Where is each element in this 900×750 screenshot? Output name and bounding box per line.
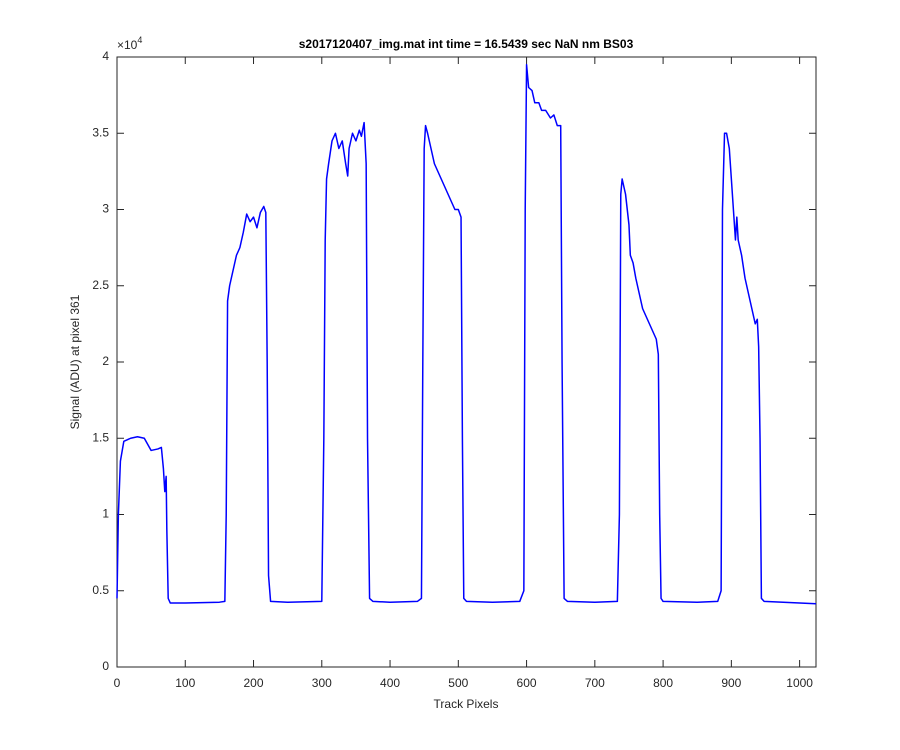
y-tick-label: 2.5 (92, 278, 109, 292)
y-tick-label: 4 (102, 49, 109, 63)
y-tick-label: 1.5 (92, 430, 109, 444)
x-axis-label: Track Pixels (434, 697, 499, 711)
x-tick-label: 700 (585, 676, 605, 690)
y-tick-label: 3 (102, 202, 109, 216)
x-tick-label: 300 (312, 676, 332, 690)
chart-title: s2017120407_img.mat int time = 16.5439 s… (299, 37, 634, 51)
x-tick-label: 1000 (786, 676, 813, 690)
x-tick-label: 900 (721, 676, 741, 690)
x-tick-label: 600 (517, 676, 537, 690)
y-tick-label: 2 (102, 354, 109, 368)
x-tick-label: 800 (653, 676, 673, 690)
y-tick-label: 0.5 (92, 583, 109, 597)
y-multiplier: ×104 (117, 35, 142, 52)
x-tick-label: 0 (114, 676, 121, 690)
x-tick-label: 200 (244, 676, 264, 690)
plot-frame (116, 56, 817, 668)
x-tick-label: 400 (380, 676, 400, 690)
y-multiplier-exponent: 4 (137, 35, 142, 45)
x-tick-label: 500 (448, 676, 468, 690)
y-axis-label: Signal (ADU) at pixel 361 (68, 294, 82, 429)
x-tick-label: 100 (175, 676, 195, 690)
y-tick-label: 1 (102, 507, 109, 521)
y-multiplier-base: ×10 (117, 38, 138, 52)
y-tick-label: 0 (102, 659, 109, 673)
data-line (116, 63, 817, 605)
y-tick-label: 3.5 (92, 125, 109, 139)
